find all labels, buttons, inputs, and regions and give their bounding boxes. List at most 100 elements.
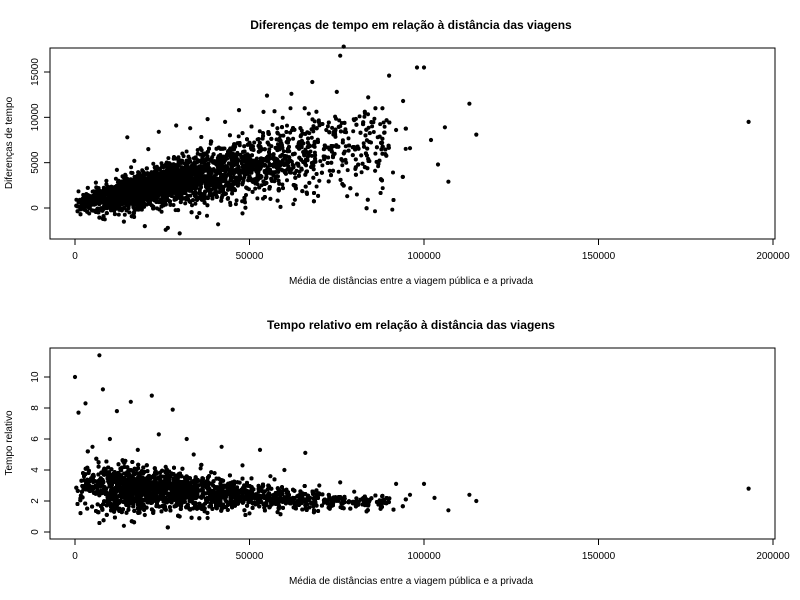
point-cloud [74,106,408,230]
scatter-point [382,130,387,135]
scatter-point [316,193,321,198]
scatter-point [76,189,81,194]
scatter-point [320,122,325,126]
scatter-point [240,165,245,169]
scatter-point [341,151,346,156]
scatter-point [225,196,230,201]
scatter-point [306,136,311,141]
plot-frame [49,47,776,240]
scatter-point [208,188,213,192]
scatter-point [262,195,267,199]
scatter-point [252,140,257,145]
scatter-point [166,156,171,161]
scatter-point [275,131,280,136]
scatter-point [258,146,263,150]
scatter-point [167,199,172,204]
scatter-point [280,125,284,130]
scatter-point [232,142,237,147]
scatter-point [94,210,98,214]
scatter-point [373,209,377,214]
scatter-point [162,201,167,206]
scatter-point [267,185,272,189]
scatter-point [286,159,291,164]
scatter-point [223,179,228,184]
scatter-point [278,139,283,143]
scatter-point [361,122,366,127]
scatter-point [141,170,146,174]
scatter-point [295,144,300,149]
scatter-point [228,203,233,207]
scatter-point [367,131,372,136]
scatter-point [305,145,310,149]
scatter-point [90,208,95,213]
scatter-point [281,186,285,191]
scatter-point [364,127,369,132]
scatter-point [374,145,379,150]
scatter-point [183,201,188,206]
scatter-point [314,126,319,131]
scatter-point [362,165,367,170]
scatter-point [236,134,241,139]
scatter-point [171,203,176,207]
scatter-point [346,148,351,153]
scatter-point [326,155,331,160]
scatter-point [314,184,319,189]
scatter-point [353,172,358,177]
scatter-point [245,137,249,142]
scatter-point [267,147,272,152]
scatter-point [285,149,290,154]
scatter-point [252,177,256,182]
scatter-point [362,114,367,119]
scatter-point [343,157,348,162]
scatter-point [400,174,405,179]
scatter-point [278,163,283,168]
scatter-point [380,106,385,111]
scatter-point [204,185,209,189]
scatter-point [311,199,316,204]
scatter-point [356,162,361,167]
scatter-point [353,157,358,162]
scatter-point [307,180,312,185]
scatter-point [242,149,247,154]
scatter-point [260,136,265,141]
scatter-point [285,123,289,128]
scatter-point [173,197,178,201]
scatter-point [309,135,314,140]
scatter-point [94,201,99,205]
scatter-point [278,154,283,159]
scatter-point [196,165,201,170]
scatter-point [321,147,326,152]
scatter-point [265,140,270,145]
scatter-point [307,131,312,136]
scatter-point [318,159,323,164]
scatter-point [249,124,254,129]
scatter-point [366,157,371,161]
scatter-point [200,179,205,184]
scatter-point [292,171,297,176]
scatter-point [365,197,370,202]
scatter-point [101,205,106,210]
scatter-point [329,160,334,165]
scatter-point [364,206,369,211]
scatter-point [214,195,219,199]
scatter-point [250,189,255,194]
scatter-point [285,140,290,145]
scatter-point [193,201,198,206]
scatter-point [276,188,281,193]
scatter-point [303,172,308,177]
scatter-point [243,200,247,205]
scatter-point [314,172,319,176]
scatter-point [275,198,280,203]
scatter-point [190,203,194,208]
scatter-point [350,153,355,158]
scatter-point [280,182,285,187]
scatter-point [273,145,278,150]
scatter-point [116,212,121,217]
scatter-point [244,162,249,166]
scatter-point [287,155,292,160]
scatter-point [255,196,260,201]
scatter-point [74,197,79,202]
scatter-point [189,210,194,215]
scatter-point [266,154,271,159]
scatter-point [298,126,303,131]
